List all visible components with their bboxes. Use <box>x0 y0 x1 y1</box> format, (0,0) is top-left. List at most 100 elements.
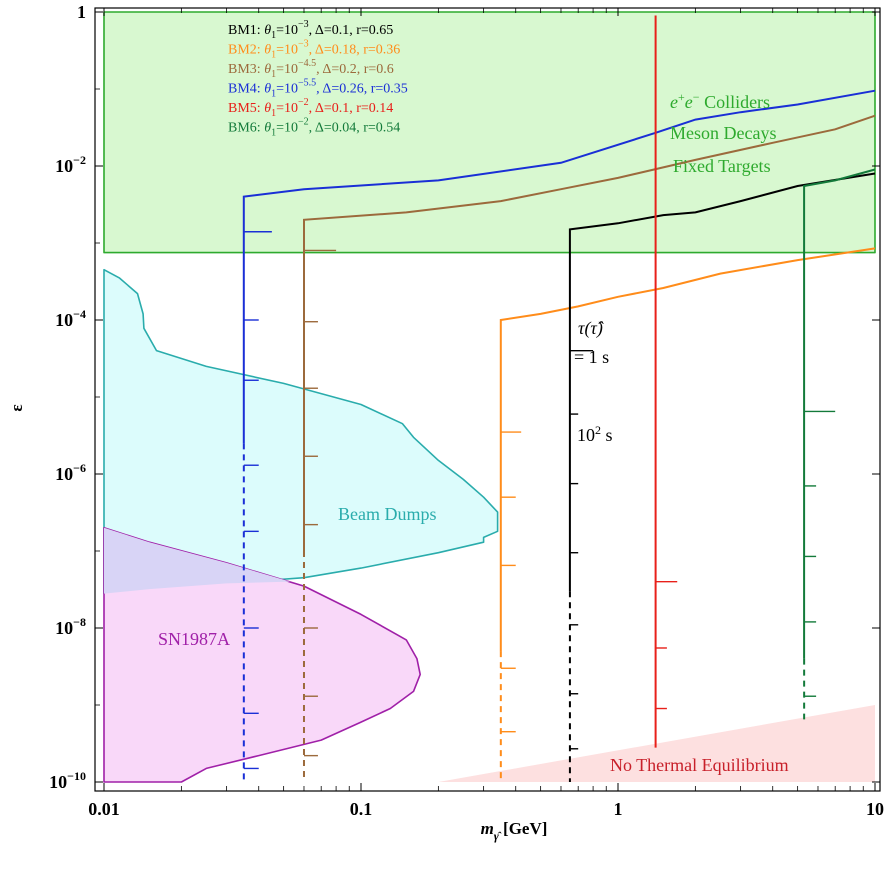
tau-hundred-seconds-label: 102 s <box>577 423 613 445</box>
colliders-e2: e <box>685 92 693 112</box>
meson-decays-label: Meson Decays <box>670 123 776 143</box>
legend-entry-4-part-4: −5.5 <box>298 78 316 89</box>
legend-entry-4-part-5: , Δ=0.26, r=0.35 <box>316 82 408 97</box>
legend-entry-5: BM5: θ1=10−2, Δ=0.1, r=0.14 <box>228 97 393 119</box>
legend-entry-2-part-0: BM2: <box>228 43 264 58</box>
legend-entry-4-part-2: 1 <box>271 89 276 100</box>
legend-entry-4-part-3: =10 <box>276 82 298 97</box>
benchmark-3 <box>499 247 876 782</box>
fixed-targets-label: Fixed Targets <box>673 156 771 176</box>
legend-entry-6-part-2: 1 <box>271 128 276 139</box>
legend-entry-2-part-1: θ <box>264 43 271 58</box>
region-beam-dumps <box>103 268 499 595</box>
y-tick-label-3: 10−6 <box>55 461 86 484</box>
legend-entry-1-part-3: =10 <box>276 23 298 38</box>
benchmark-1 <box>242 89 876 782</box>
y-tick-label-4: 10−8 <box>55 615 86 638</box>
y-tick-exp: −10 <box>67 769 86 783</box>
y-tick-exp: −4 <box>73 307 86 321</box>
y-tick-base: 10 <box>55 310 73 330</box>
legend-entry-2-part-3: =10 <box>276 43 298 58</box>
x-axis-label: mγ̂ [GeV] <box>481 819 548 843</box>
colliders-plus: + <box>678 90 685 104</box>
y-tick-label-2: 10−4 <box>55 307 86 330</box>
tau-100-unit: s <box>601 425 613 445</box>
legend-entry-6-part-3: =10 <box>276 121 298 136</box>
legend-entry-1: BM1: θ1=10−3, Δ=0.1, r=0.65 <box>228 19 393 41</box>
benchmark-4 <box>568 172 876 782</box>
legend-entry-2-part-4: −3 <box>298 39 309 50</box>
benchmark-1-curve <box>242 89 876 444</box>
y-tick-exp: −6 <box>73 461 86 475</box>
legend-entry-5-part-4: −2 <box>298 97 309 108</box>
legend-entry-1-part-0: BM1: <box>228 23 264 38</box>
colliders-label: e+e− Colliders <box>670 90 770 112</box>
colliders-text: Colliders <box>700 92 771 112</box>
y-tick-label-1: 10−2 <box>55 153 86 176</box>
legend-entry-1-part-2: 1 <box>271 30 276 41</box>
tau-symbol: τ(τ̂) <box>578 318 604 339</box>
benchmark-6 <box>803 168 876 720</box>
legend-entry-6: BM6: θ1=10−2, Δ=0.04, r=0.54 <box>228 117 400 139</box>
legend-entry-3: BM3: θ1=10−4.5, Δ=0.2, r=0.6 <box>228 58 394 80</box>
legend-entry-1-part-5: , Δ=0.1, r=0.65 <box>309 23 394 38</box>
legend-entry-2: BM2: θ1=10−3, Δ=0.18, r=0.36 <box>228 39 400 61</box>
legend-entry-3-part-0: BM3: <box>228 62 264 77</box>
legend-entry-3-part-3: =10 <box>276 62 298 77</box>
y-tick-base: 10 <box>55 156 73 176</box>
legend-entry-5-part-2: 1 <box>271 108 276 119</box>
y-tick-base: 10 <box>55 464 73 484</box>
x-tick-label-3: 10 <box>866 799 884 819</box>
benchmark-6-curve <box>803 168 876 659</box>
y-tick-label-0: 1 <box>77 2 86 22</box>
legend-entry-3-part-5: , Δ=0.2, r=0.6 <box>316 62 394 77</box>
y-axis-label: ε <box>7 404 26 411</box>
beam-dumps-label: Beam Dumps <box>338 504 437 524</box>
legend-entry-2-part-2: 1 <box>271 50 276 61</box>
benchmark-4-curve <box>568 172 876 592</box>
x-tick-label-2: 1 <box>614 799 623 819</box>
colliders-e1: e <box>670 92 678 112</box>
legend-entry-1-part-1: θ <box>264 23 271 38</box>
legend-entry-4: BM4: θ1=10−5.5, Δ=0.26, r=0.35 <box>228 78 408 100</box>
y-tick-exp: −2 <box>73 153 86 167</box>
benchmark-3-curve <box>499 247 876 652</box>
x-tick-label-1: 0.1 <box>350 799 373 819</box>
legend-entry-5-part-1: θ <box>264 101 271 116</box>
legend-entry-3-part-2: 1 <box>271 69 276 80</box>
tau-label: τ(τ̂) <box>578 318 604 339</box>
exclusion-regions <box>103 11 876 783</box>
y-tick-base: 10 <box>49 772 67 792</box>
legend-entry-5-part-5: , Δ=0.1, r=0.14 <box>309 101 394 116</box>
legend-entry-6-part-4: −2 <box>298 117 309 128</box>
x-axis-sub: γ̂ <box>494 829 502 843</box>
tau-one-second-label: = 1 s <box>574 347 609 367</box>
x-tick-label-0: 0.01 <box>88 799 120 819</box>
tau-100-base: 10 <box>577 425 595 445</box>
y-tick-base: 10 <box>55 618 73 638</box>
x-axis-m: m <box>481 819 494 838</box>
legend-entry-6-part-0: BM6: <box>228 121 264 136</box>
legend-entry-6-part-5: , Δ=0.04, r=0.54 <box>309 121 401 136</box>
benchmark-2 <box>302 114 876 782</box>
y-tick-label-5: 10−10 <box>49 769 86 792</box>
legend-entry-4-part-0: BM4: <box>228 82 264 97</box>
legend-entry-5-part-0: BM5: <box>228 101 264 116</box>
legend-entry-3-part-1: θ <box>264 62 271 77</box>
legend-entry-5-part-3: =10 <box>276 101 298 116</box>
colliders-minus: − <box>693 90 700 104</box>
legend-entry-6-part-1: θ <box>264 121 271 136</box>
legend-entry-4-part-1: θ <box>264 82 271 97</box>
legend-entry-2-part-5: , Δ=0.18, r=0.36 <box>309 43 401 58</box>
benchmark-5 <box>654 15 678 748</box>
legend-entry-1-part-4: −3 <box>298 19 309 30</box>
benchmark-curves <box>242 15 876 782</box>
no-thermal-label: No Thermal Equilibrium <box>610 755 789 775</box>
region-no-thermal <box>438 705 875 782</box>
benchmark-2-curve <box>303 114 876 551</box>
tau-100-exp: 2 <box>595 423 601 437</box>
